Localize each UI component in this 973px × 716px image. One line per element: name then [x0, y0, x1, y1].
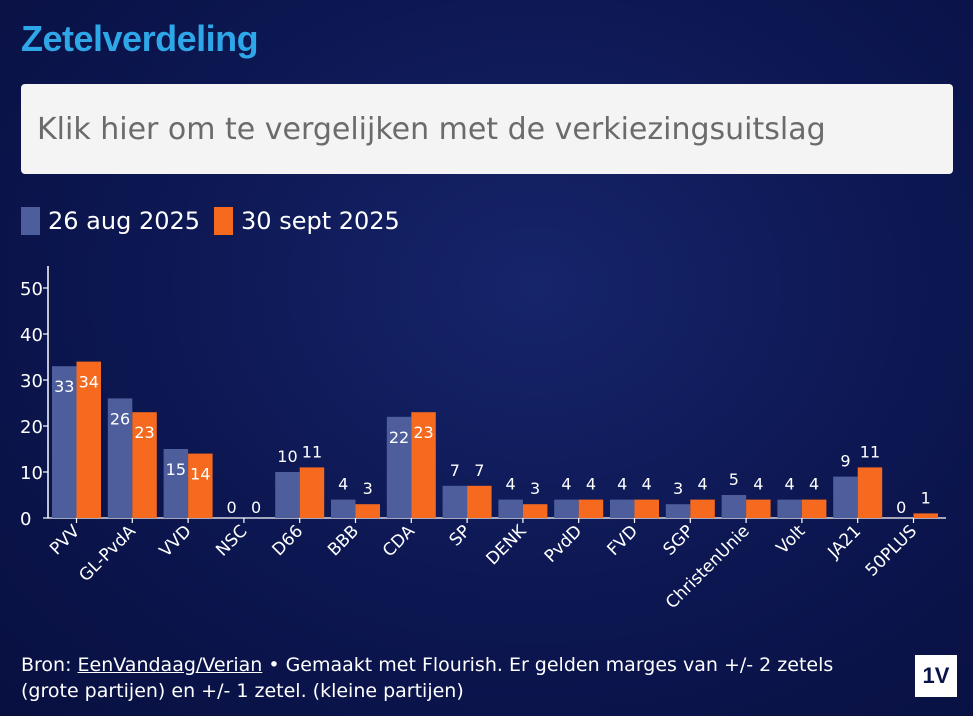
legend-swatch-series-2 [214, 207, 234, 235]
x-tick-label: 50PLUS [862, 521, 921, 580]
data-label: 3 [530, 479, 540, 498]
x-tick-label: CDA [379, 521, 419, 561]
data-label: 11 [860, 442, 880, 461]
bar-1[interactable] [498, 499, 523, 518]
chart-title: Zetelverdeling [21, 18, 259, 59]
bar-1[interactable] [163, 449, 189, 518]
y-tick-label: 40 [20, 325, 43, 346]
bar-1[interactable] [610, 499, 635, 518]
bar-1[interactable] [721, 495, 747, 518]
x-tick-label: GL-PvdA [75, 521, 140, 586]
bar-2[interactable] [746, 499, 771, 518]
x-tick-label: Volt [773, 521, 810, 558]
bar-2[interactable] [801, 499, 827, 518]
bar-2[interactable] [76, 361, 102, 518]
data-label: 26 [110, 409, 130, 428]
x-tick-label: FVD [603, 521, 642, 560]
bar-2[interactable] [132, 412, 157, 518]
x-tick-label: PVV [46, 521, 84, 559]
bar-2[interactable] [188, 453, 213, 518]
bar-2[interactable] [467, 485, 492, 518]
footer-note: • Gemaakt met Flourish. Er gelden marges… [21, 654, 834, 702]
data-label: 14 [190, 465, 210, 484]
data-label: 22 [389, 428, 409, 447]
source-link[interactable]: EenVandaag/Verian [77, 654, 263, 676]
x-tick-label: SP [446, 521, 475, 550]
data-label: 4 [561, 475, 571, 494]
data-label: 7 [474, 461, 484, 480]
data-label: 33 [54, 377, 74, 396]
compare-results-button[interactable]: Klik hier om te vergelijken met de verki… [21, 84, 953, 174]
data-label: 15 [166, 460, 186, 479]
legend-item-series-2[interactable]: 30 sept 2025 [214, 207, 400, 235]
x-tick-label: VVD [156, 521, 196, 561]
data-label: 3 [363, 479, 373, 498]
x-tick-label: SGP [659, 521, 697, 559]
bar-1[interactable] [275, 472, 300, 518]
x-tick-label: PvdD [541, 521, 586, 566]
data-label: 0 [251, 498, 261, 517]
data-label: 5 [729, 470, 739, 489]
bar-1[interactable] [833, 476, 858, 518]
bar-1[interactable] [52, 366, 77, 518]
data-label: 4 [753, 475, 763, 494]
x-tick-label: JA21 [824, 521, 866, 563]
source-label: Bron: [21, 654, 78, 676]
data-label: 4 [809, 475, 819, 494]
bar-2[interactable] [913, 513, 939, 518]
bar-1[interactable] [554, 499, 579, 518]
data-label: 4 [642, 475, 652, 494]
data-label: 1 [921, 488, 931, 507]
legend: 26 aug 2025 30 sept 2025 [21, 207, 414, 235]
data-label: 4 [697, 475, 707, 494]
data-label: 4 [617, 475, 627, 494]
eenvandaag-logo: 1V [915, 655, 957, 697]
data-label: 4 [586, 475, 596, 494]
y-tick-label: 30 [20, 371, 43, 392]
bar-1[interactable] [107, 398, 133, 518]
data-label: 4 [338, 475, 348, 494]
data-label: 4 [506, 475, 516, 494]
data-label: 7 [450, 461, 460, 480]
data-label: 9 [840, 452, 850, 471]
bar-2[interactable] [857, 467, 883, 518]
data-label: 4 [785, 475, 795, 494]
y-tick-label: 0 [20, 509, 31, 530]
y-tick-label: 10 [20, 463, 43, 484]
data-label: 0 [896, 498, 906, 517]
data-label: 34 [79, 373, 99, 392]
bar-2[interactable] [634, 499, 660, 518]
legend-swatch-series-1 [21, 207, 40, 235]
legend-item-series-1[interactable]: 26 aug 2025 [21, 207, 200, 235]
bar-1[interactable] [442, 485, 468, 518]
data-label: 23 [134, 423, 154, 442]
bar-2[interactable] [355, 504, 381, 518]
bar-1[interactable] [331, 499, 356, 518]
footer-source: Bron: EenVandaag/Verian • Gemaakt met Fl… [21, 652, 891, 704]
x-tick-label: BBB [324, 521, 363, 560]
bar-1[interactable] [777, 499, 802, 518]
y-tick-label: 50 [20, 279, 43, 300]
bar-2[interactable] [578, 499, 604, 518]
bar-2[interactable] [522, 504, 548, 518]
x-tick-label: NSC [212, 521, 251, 560]
bar-1[interactable] [386, 416, 412, 518]
data-label: 3 [673, 479, 683, 498]
legend-label-series-1: 26 aug 2025 [48, 207, 201, 235]
data-label: 23 [413, 423, 433, 442]
bar-2[interactable] [690, 499, 715, 518]
x-tick-label: DENK [483, 521, 531, 569]
y-tick-label: 20 [20, 417, 43, 438]
bar-2[interactable] [299, 467, 325, 518]
data-label: 11 [302, 442, 322, 461]
bar-2[interactable] [411, 412, 436, 518]
data-label: 0 [227, 498, 237, 517]
bar-1[interactable] [665, 504, 691, 518]
data-label: 10 [277, 447, 297, 466]
x-tick-label: D66 [269, 521, 308, 560]
legend-label-series-2: 30 sept 2025 [241, 207, 400, 235]
